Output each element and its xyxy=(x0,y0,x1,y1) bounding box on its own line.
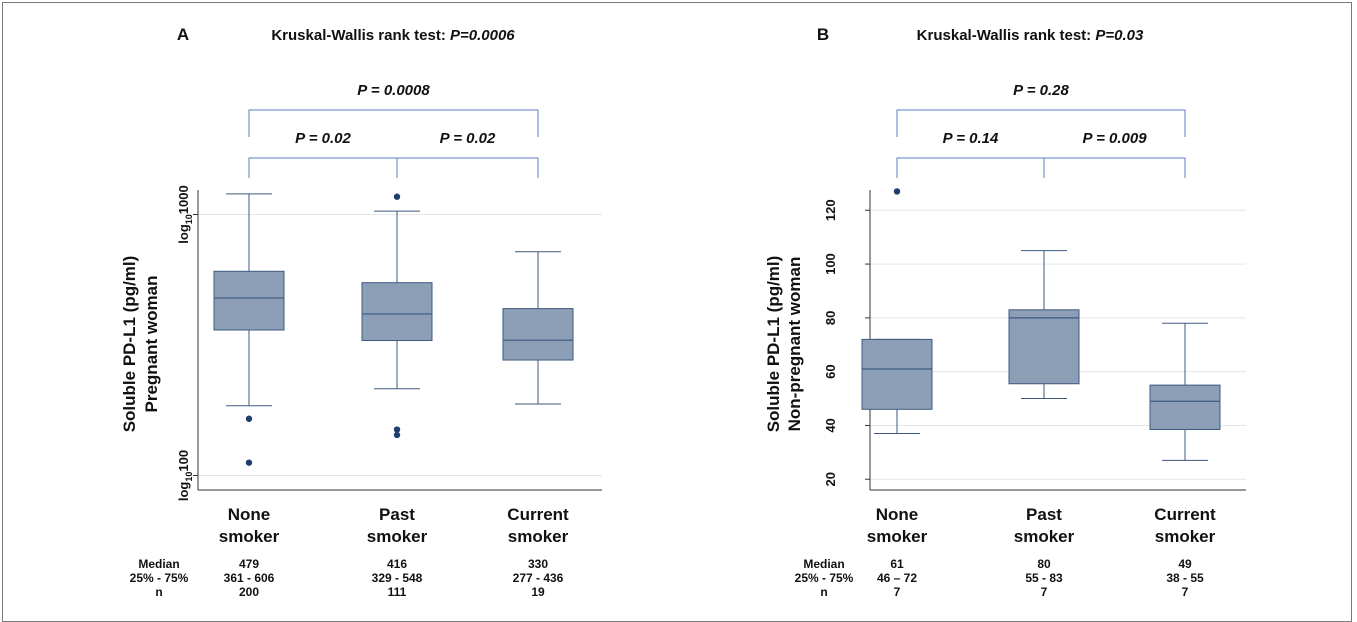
stats-value: 330 xyxy=(528,557,548,571)
bracket-line xyxy=(896,157,1045,178)
stats-row-label: 25% - 75% xyxy=(795,571,854,585)
category-label: Current xyxy=(507,505,569,524)
stats-value: 46 – 72 xyxy=(877,571,917,585)
comparison-bracket: P = 0.14 xyxy=(896,130,1045,178)
box-1 xyxy=(213,193,285,466)
y-axis-label-secondary: Non-pregnant woman xyxy=(785,257,804,432)
comparison-bracket: P = 0.02 xyxy=(396,130,539,178)
category-label-line2: smoker xyxy=(508,527,569,546)
y-tick-label: 80 xyxy=(823,311,838,325)
y-tick-label: 20 xyxy=(823,472,838,486)
iqr-box xyxy=(361,282,433,342)
p-value-label: P = 0.02 xyxy=(440,130,496,147)
chart-title: Kruskal-Wallis rank test: P=0.03 xyxy=(917,27,1144,44)
box-2 xyxy=(361,193,433,439)
stats-row-label: n xyxy=(155,585,162,599)
outlier-point xyxy=(245,459,253,466)
stats-row-label: n xyxy=(820,585,827,599)
outlier-point xyxy=(393,431,401,439)
category-label-line2: smoker xyxy=(1155,527,1216,546)
iqr-box xyxy=(1008,309,1080,385)
y-tick-label: 60 xyxy=(823,364,838,378)
y-tick-label: 40 xyxy=(823,418,838,432)
stats-value: 49 xyxy=(1178,557,1192,571)
iqr-box xyxy=(861,338,933,410)
category-label: None xyxy=(228,505,271,524)
p-value-label: P = 0.02 xyxy=(295,130,351,147)
category-label-line2: smoker xyxy=(367,527,428,546)
box-1 xyxy=(861,188,933,435)
box-3 xyxy=(1149,322,1221,461)
p-value-label: P = 0.28 xyxy=(1013,82,1069,99)
stats-value: 361 - 606 xyxy=(224,571,275,585)
stats-value: 61 xyxy=(890,557,904,571)
stats-value: 55 - 83 xyxy=(1025,571,1063,585)
bracket-line xyxy=(1043,157,1186,178)
panel-b: B Kruskal-Wallis rank test: P=0.03 20 40 60 8… xyxy=(764,25,1246,599)
panel-letter: B xyxy=(817,25,829,44)
outlier-point xyxy=(893,188,901,195)
stats-value: 329 - 548 xyxy=(372,571,423,585)
p-value-label: P = 0.009 xyxy=(1082,130,1147,147)
stats-row-label: Median xyxy=(138,557,179,571)
stats-row-label: Median xyxy=(803,557,844,571)
comparison-bracket: P = 0.02 xyxy=(248,130,398,178)
chart-title: Kruskal-Wallis rank test: P=0.0006 xyxy=(271,27,515,44)
category-label: Past xyxy=(1026,505,1062,524)
category-label: Past xyxy=(379,505,415,524)
y-axis-label: Soluble PD-L1 (pg/ml) xyxy=(120,256,139,433)
figure-canvas: A Kruskal-Wallis rank test: P=0.0006 log10… xyxy=(120,25,1246,599)
category-label: Current xyxy=(1154,505,1216,524)
p-value-label: P = 0.0008 xyxy=(357,82,430,99)
y-tick-label: 100 xyxy=(823,253,838,275)
panel-letter: A xyxy=(177,25,189,44)
category-label-line2: smoker xyxy=(867,527,928,546)
y-tick-label: log10100 xyxy=(176,450,194,501)
outlier-point xyxy=(393,193,401,200)
stats-value: 38 - 55 xyxy=(1166,571,1204,585)
bracket-line xyxy=(396,157,539,178)
box-3 xyxy=(502,251,574,405)
y-tick-label: 120 xyxy=(823,199,838,221)
y-tick-label: log101000 xyxy=(176,185,194,243)
stats-value: 200 xyxy=(239,585,259,599)
box-2 xyxy=(1008,250,1080,400)
bracket-line xyxy=(248,157,398,178)
stats-value: 7 xyxy=(894,585,901,599)
stats-value: 80 xyxy=(1037,557,1051,571)
outlier-point xyxy=(245,415,253,422)
p-value-label: P = 0.14 xyxy=(943,130,999,147)
category-label-line2: smoker xyxy=(219,527,280,546)
bracket-line xyxy=(248,109,539,137)
comparison-bracket: P = 0.28 xyxy=(896,82,1186,137)
category-label: None xyxy=(876,505,919,524)
panel-a: A Kruskal-Wallis rank test: P=0.0006 log10… xyxy=(120,25,602,599)
outlier-point xyxy=(393,426,401,433)
comparison-bracket: P = 0.0008 xyxy=(248,82,539,137)
y-axis-label-secondary: Pregnant woman xyxy=(142,276,161,413)
iqr-box xyxy=(213,270,285,331)
stats-row-label: 25% - 75% xyxy=(130,571,189,585)
iqr-box xyxy=(1149,384,1221,430)
stats-value: 277 - 436 xyxy=(513,571,564,585)
stats-value: 479 xyxy=(239,557,259,571)
stats-value: 416 xyxy=(387,557,407,571)
bracket-line xyxy=(896,109,1186,137)
stats-value: 19 xyxy=(531,585,545,599)
stats-value: 111 xyxy=(388,585,407,599)
y-axis-label: Soluble PD-L1 (pg/ml) xyxy=(764,256,783,433)
comparison-bracket: P = 0.009 xyxy=(1043,130,1186,178)
stats-value: 7 xyxy=(1182,585,1189,599)
stats-value: 7 xyxy=(1041,585,1048,599)
category-label-line2: smoker xyxy=(1014,527,1075,546)
iqr-box xyxy=(502,308,574,361)
